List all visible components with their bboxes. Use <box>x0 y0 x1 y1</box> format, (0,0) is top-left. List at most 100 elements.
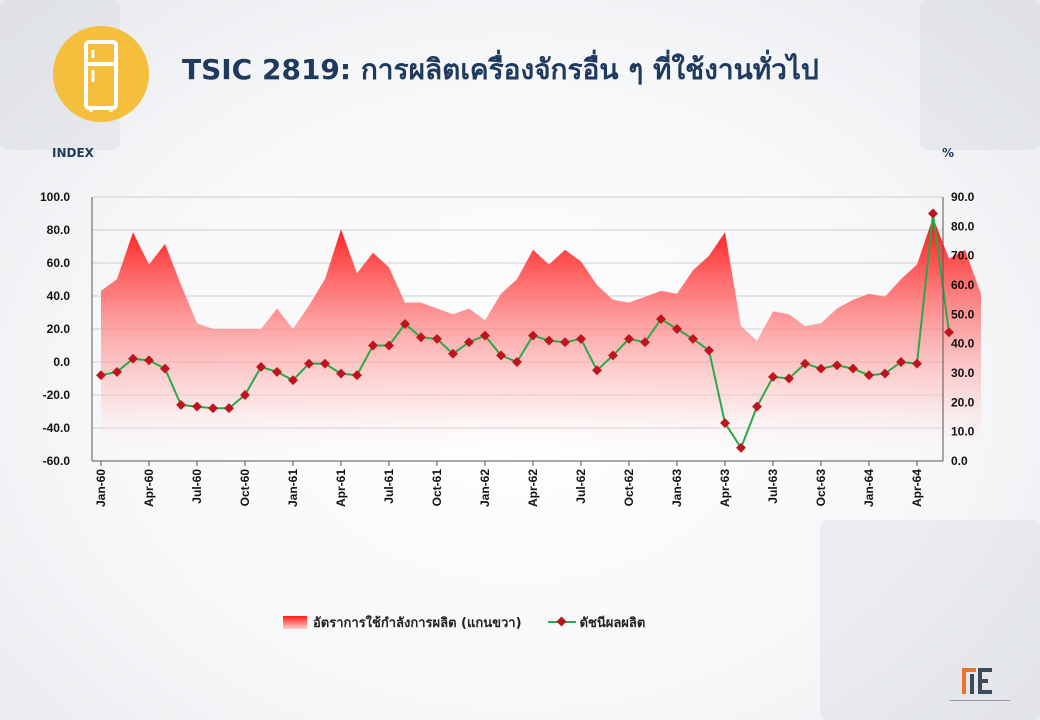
production-index-point <box>896 357 906 367</box>
x-tick-label: Oct-60 <box>238 469 252 507</box>
production-index-point <box>784 373 794 384</box>
capacity-utilization-area <box>101 217 981 461</box>
x-tick-label: Jul-62 <box>574 469 588 504</box>
y-left-tick-label: -40.0 <box>43 421 71 435</box>
y-left-tick-label: 60.0 <box>47 256 71 270</box>
x-tick-label: Jan-61 <box>286 469 300 507</box>
production-index-point <box>128 353 138 364</box>
production-index-point <box>432 333 442 344</box>
y-right-tick-label: 90.0 <box>951 190 975 204</box>
production-index-point <box>240 390 250 400</box>
production-index-point <box>672 324 682 334</box>
right-axis-unit: % <box>942 146 955 160</box>
legend-area-swatch <box>283 615 307 629</box>
y-right-tick-label: 40.0 <box>951 337 975 351</box>
production-index-point <box>288 375 298 386</box>
production-index-point <box>720 418 730 428</box>
production-index-point <box>816 363 826 374</box>
production-index-point <box>560 337 570 348</box>
y-left-tick-label: 80.0 <box>47 223 71 237</box>
x-tick-label: Oct-63 <box>814 469 828 507</box>
production-index-point <box>144 355 154 366</box>
production-index-point <box>336 368 346 379</box>
production-index-point <box>320 358 330 369</box>
production-index-point <box>592 365 602 376</box>
production-index-point <box>496 350 506 361</box>
production-index-point <box>464 337 474 348</box>
x-tick-label: Jan-63 <box>670 469 684 507</box>
production-index-point <box>576 333 586 344</box>
legend: อัตราการใช้กำลังการผลิต (แกนขวา) ดัชนีผล… <box>283 612 645 632</box>
legend-line-label: ดัชนีผลผลิต <box>579 615 646 631</box>
y-right-tick-label: 50.0 <box>951 307 975 321</box>
production-index-point <box>752 401 762 412</box>
legend-line-swatch <box>547 616 576 628</box>
production-index-point <box>864 370 874 381</box>
x-tick-label: Apr-61 <box>334 469 348 507</box>
x-tick-label: Jan-62 <box>478 469 492 507</box>
production-index-point <box>912 358 922 369</box>
production-index-point <box>208 403 218 414</box>
production-index-point <box>416 332 426 343</box>
production-index-point <box>512 357 522 367</box>
production-index-point <box>544 335 554 346</box>
y-right-tick-label: 0.0 <box>951 454 968 468</box>
production-index-point <box>624 333 634 344</box>
production-index-point <box>528 330 538 341</box>
production-index-point <box>160 363 170 374</box>
legend-area-label: อัตราการใช้กำลังการผลิต (แกนขวา) <box>313 615 522 631</box>
production-index-point <box>272 366 282 377</box>
x-tick-label: Apr-63 <box>718 469 732 507</box>
production-index-point <box>928 208 938 219</box>
production-index-point <box>880 368 890 379</box>
y-right-tick-label: 70.0 <box>951 249 975 263</box>
production-index-point <box>832 360 842 371</box>
production-index-point <box>768 371 778 382</box>
x-tick-label: Oct-61 <box>430 469 444 507</box>
y-right-tick-label: 60.0 <box>951 278 975 292</box>
background-shape <box>820 520 1040 720</box>
production-index-point <box>256 362 266 372</box>
x-tick-label: Apr-60 <box>142 469 156 507</box>
production-index-point <box>224 403 234 414</box>
y-left-tick-label: -60.0 <box>43 454 71 468</box>
production-index-point <box>640 337 650 348</box>
production-index-point <box>384 340 394 351</box>
production-index-point <box>448 348 458 359</box>
production-index-point <box>944 327 954 338</box>
y-left-tick-label: 100.0 <box>40 190 70 204</box>
y-right-tick-label: 80.0 <box>951 219 975 233</box>
production-index-point <box>704 345 714 356</box>
x-tick-label: Jul-63 <box>766 469 780 504</box>
background-shape <box>920 0 1040 150</box>
production-index-point <box>192 401 202 412</box>
page-title: TSIC 2819: การผลิตเครื่องจักรอื่น ๆ ที่ใ… <box>182 53 819 86</box>
x-tick-label: Apr-62 <box>526 469 540 507</box>
y-right-tick-label: 30.0 <box>951 366 975 380</box>
left-axis-unit: INDEX <box>52 146 94 160</box>
x-tick-label: Jul-61 <box>382 469 396 504</box>
y-left-tick-label: 40.0 <box>47 289 71 303</box>
x-tick-label: Oct-62 <box>622 469 636 507</box>
oie-logo <box>948 664 1012 712</box>
production-index-point <box>800 358 810 369</box>
y-right-tick-label: 10.0 <box>951 425 975 439</box>
production-index-point <box>656 314 666 325</box>
x-tick-label: Jan-64 <box>862 469 876 507</box>
production-index-point <box>848 363 858 374</box>
production-index-point <box>688 333 698 344</box>
y-left-tick-label: 20.0 <box>47 322 71 336</box>
production-index-point <box>304 358 314 369</box>
y-right-tick-label: 20.0 <box>951 395 975 409</box>
x-tick-label: Apr-64 <box>910 469 924 507</box>
x-tick-label: Jul-60 <box>190 469 204 504</box>
refrigerator-icon <box>53 26 149 122</box>
production-index-point <box>176 399 186 410</box>
production-index-point <box>480 330 490 341</box>
y-left-tick-label: -20.0 <box>43 388 71 402</box>
production-index-point <box>368 340 378 351</box>
y-left-tick-label: 0.0 <box>53 355 70 369</box>
production-index-point <box>400 319 410 329</box>
production-index-point <box>352 370 362 381</box>
